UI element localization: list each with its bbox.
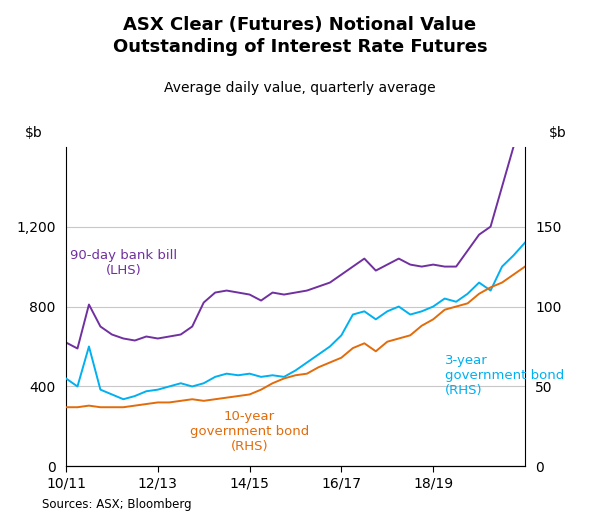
Text: 3-year
government bond
(RHS): 3-year government bond (RHS)	[445, 354, 564, 398]
Text: 10-year
government bond
(RHS): 10-year government bond (RHS)	[190, 410, 309, 453]
Text: $b: $b	[548, 126, 566, 140]
Text: Sources: ASX; Bloomberg: Sources: ASX; Bloomberg	[42, 498, 191, 511]
Text: $b: $b	[25, 126, 43, 140]
Text: ASX Clear (Futures) Notional Value
Outstanding of Interest Rate Futures: ASX Clear (Futures) Notional Value Outst…	[113, 16, 487, 56]
Text: 90-day bank bill
(LHS): 90-day bank bill (LHS)	[70, 248, 177, 277]
Text: Average daily value, quarterly average: Average daily value, quarterly average	[164, 81, 436, 95]
